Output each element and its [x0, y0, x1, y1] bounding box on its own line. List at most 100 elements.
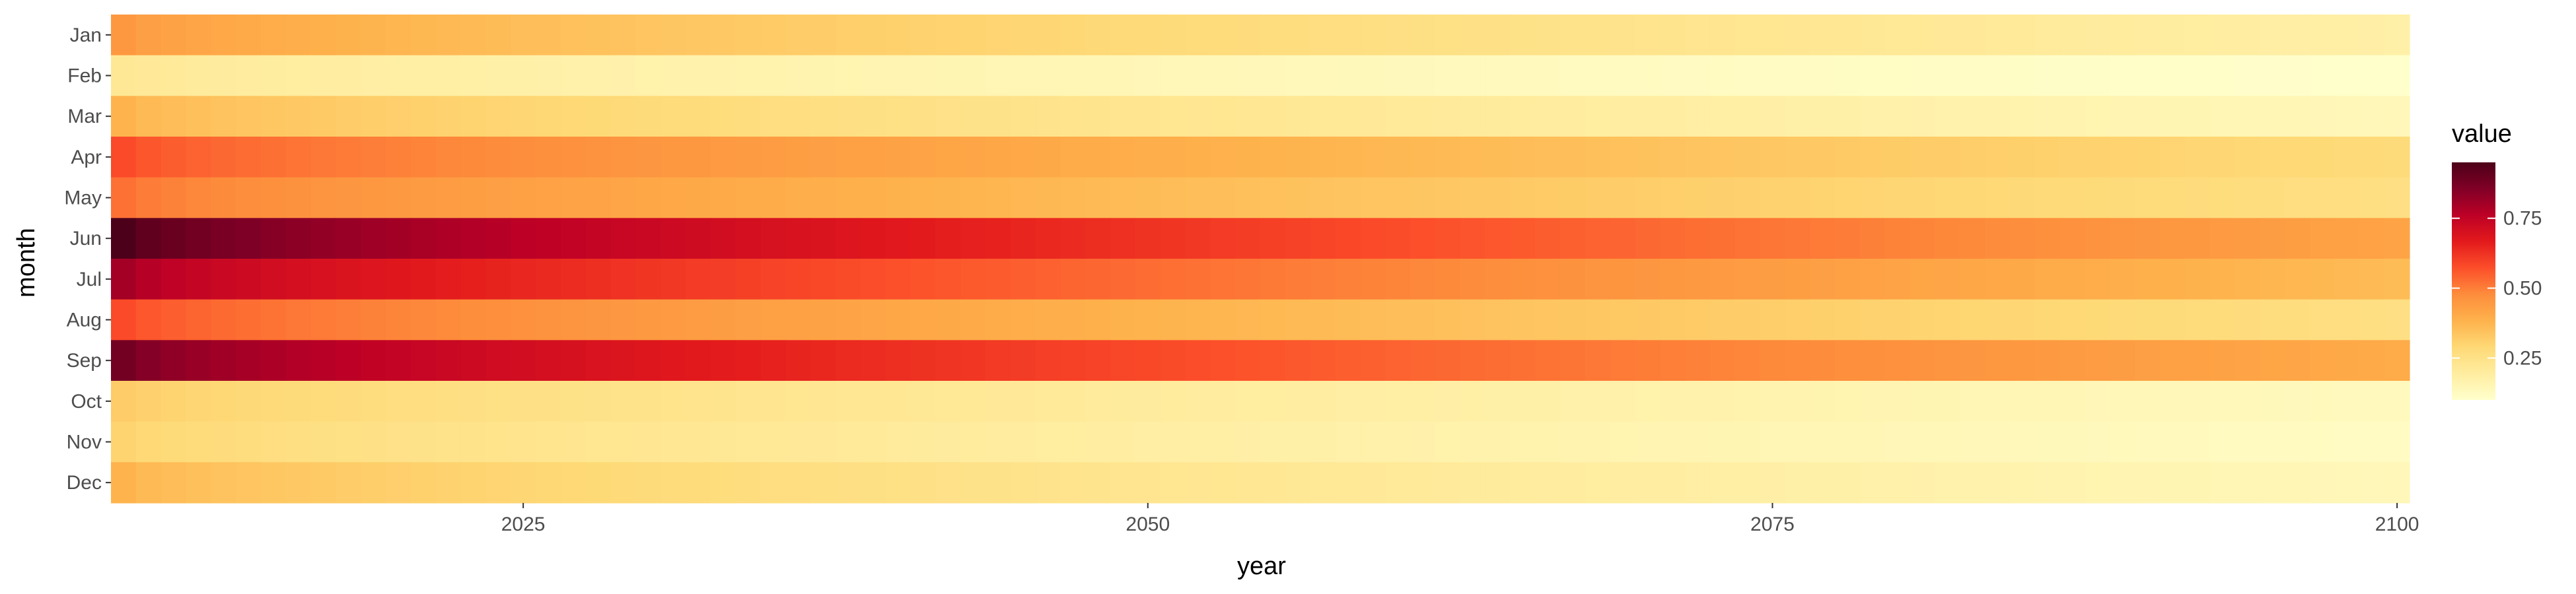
heatmap-cell	[735, 340, 762, 381]
x-axis-title: year	[1237, 552, 1286, 580]
heatmap-cell	[1360, 259, 1386, 300]
heatmap-cell	[1460, 15, 1486, 56]
heatmap-cell	[336, 177, 361, 218]
heatmap-cell	[1160, 421, 1186, 463]
heatmap-cell	[1610, 137, 1635, 178]
heatmap-cell	[2059, 55, 2085, 96]
heatmap-cell	[2334, 96, 2360, 137]
heatmap-cell	[310, 462, 337, 504]
heatmap-cell	[885, 340, 912, 381]
heatmap-cell	[2110, 381, 2135, 422]
heatmap-cell	[985, 381, 1011, 422]
heatmap-cell	[1735, 421, 1761, 463]
heatmap-cell	[960, 340, 986, 381]
heatmap-cell	[2284, 96, 2310, 137]
heatmap-cell	[1760, 218, 1785, 259]
heatmap-cell	[236, 137, 262, 178]
x-tick-label: 2075	[1750, 513, 1795, 535]
heatmap-cell	[310, 137, 337, 178]
heatmap-cell	[135, 137, 162, 178]
heatmap-cell	[2260, 137, 2285, 178]
heatmap-cell	[661, 96, 686, 137]
heatmap-cell	[1735, 218, 1761, 259]
heatmap-cell	[111, 177, 137, 218]
heatmap-cell	[1935, 340, 1960, 381]
heatmap-cell	[1060, 137, 1086, 178]
heatmap-cell	[735, 462, 762, 504]
heatmap-cell	[2309, 259, 2336, 300]
heatmap-cell	[211, 340, 236, 381]
heatmap-cell	[186, 55, 211, 96]
heatmap-cell	[785, 137, 811, 178]
heatmap-cell	[2235, 96, 2260, 137]
heatmap-cell	[1485, 15, 1511, 56]
heatmap-cell	[361, 421, 386, 463]
heatmap-cell	[910, 177, 936, 218]
heatmap-cell	[560, 55, 587, 96]
heatmap-cell	[760, 462, 786, 504]
heatmap-cell	[1185, 55, 1211, 96]
heatmap-cell	[511, 96, 536, 137]
heatmap-cell	[686, 177, 711, 218]
heatmap-cell	[1760, 259, 1785, 300]
heatmap-cell	[935, 15, 961, 56]
heatmap-cell	[2309, 421, 2336, 463]
heatmap-cell	[485, 421, 511, 463]
heatmap-cell	[1285, 381, 1311, 422]
heatmap-cell	[1835, 421, 1861, 463]
heatmap-cell	[1635, 96, 1661, 137]
heatmap-cell	[560, 96, 587, 137]
heatmap-cell	[410, 421, 437, 463]
heatmap-cell	[1585, 259, 1611, 300]
heatmap-cell	[2384, 15, 2410, 56]
heatmap-cell	[1510, 55, 1536, 96]
heatmap-cell	[2260, 381, 2285, 422]
heatmap-cell	[1935, 299, 1960, 341]
heatmap-cell	[785, 381, 811, 422]
heatmap-cell	[1835, 218, 1861, 259]
heatmap-cell	[1884, 421, 1911, 463]
heatmap-cell	[485, 15, 511, 56]
heatmap-cell	[2384, 340, 2410, 381]
heatmap-cell	[1585, 462, 1611, 504]
heatmap-cell	[1060, 299, 1086, 341]
heatmap-cell	[1935, 55, 1960, 96]
heatmap-cell	[1810, 381, 1836, 422]
heatmap-cell	[1210, 381, 1236, 422]
heatmap-cell	[2034, 259, 2061, 300]
heatmap-cell	[985, 218, 1011, 259]
heatmap-cell	[1760, 381, 1785, 422]
heatmap-cell	[885, 259, 912, 300]
heatmap-cell	[1385, 15, 1411, 56]
heatmap-cell	[1660, 218, 1686, 259]
y-tick-label: Apr	[71, 147, 102, 168]
heatmap-cell	[1685, 259, 1711, 300]
heatmap-cell	[835, 218, 861, 259]
heatmap-cell	[536, 218, 561, 259]
heatmap-cell	[1760, 137, 1785, 178]
heatmap-cell	[960, 259, 986, 300]
heatmap-cell	[460, 15, 486, 56]
heatmap-cell	[1859, 462, 1886, 504]
heatmap-cell	[1360, 381, 1386, 422]
heatmap-cell	[1685, 177, 1711, 218]
heatmap-cell	[460, 55, 486, 96]
heatmap-cell	[410, 299, 437, 341]
heatmap-cell	[860, 55, 886, 96]
heatmap-cell	[1210, 462, 1236, 504]
heatmap-cell	[1435, 15, 1461, 56]
heatmap-cell	[1859, 15, 1886, 56]
heatmap-cell	[236, 177, 262, 218]
heatmap-cell	[560, 381, 587, 422]
heatmap-cell	[935, 96, 961, 137]
heatmap-cell	[1984, 259, 2011, 300]
heatmap-cell	[1735, 96, 1761, 137]
heatmap-cell	[1385, 96, 1411, 137]
heatmap-cell	[260, 259, 287, 300]
heatmap-cell	[2235, 259, 2260, 300]
heatmap-cell	[2260, 259, 2285, 300]
heatmap-cell	[1135, 137, 1161, 178]
heatmap-cell	[1910, 421, 1935, 463]
heatmap-cell	[511, 340, 536, 381]
heatmap-cell	[2159, 177, 2186, 218]
